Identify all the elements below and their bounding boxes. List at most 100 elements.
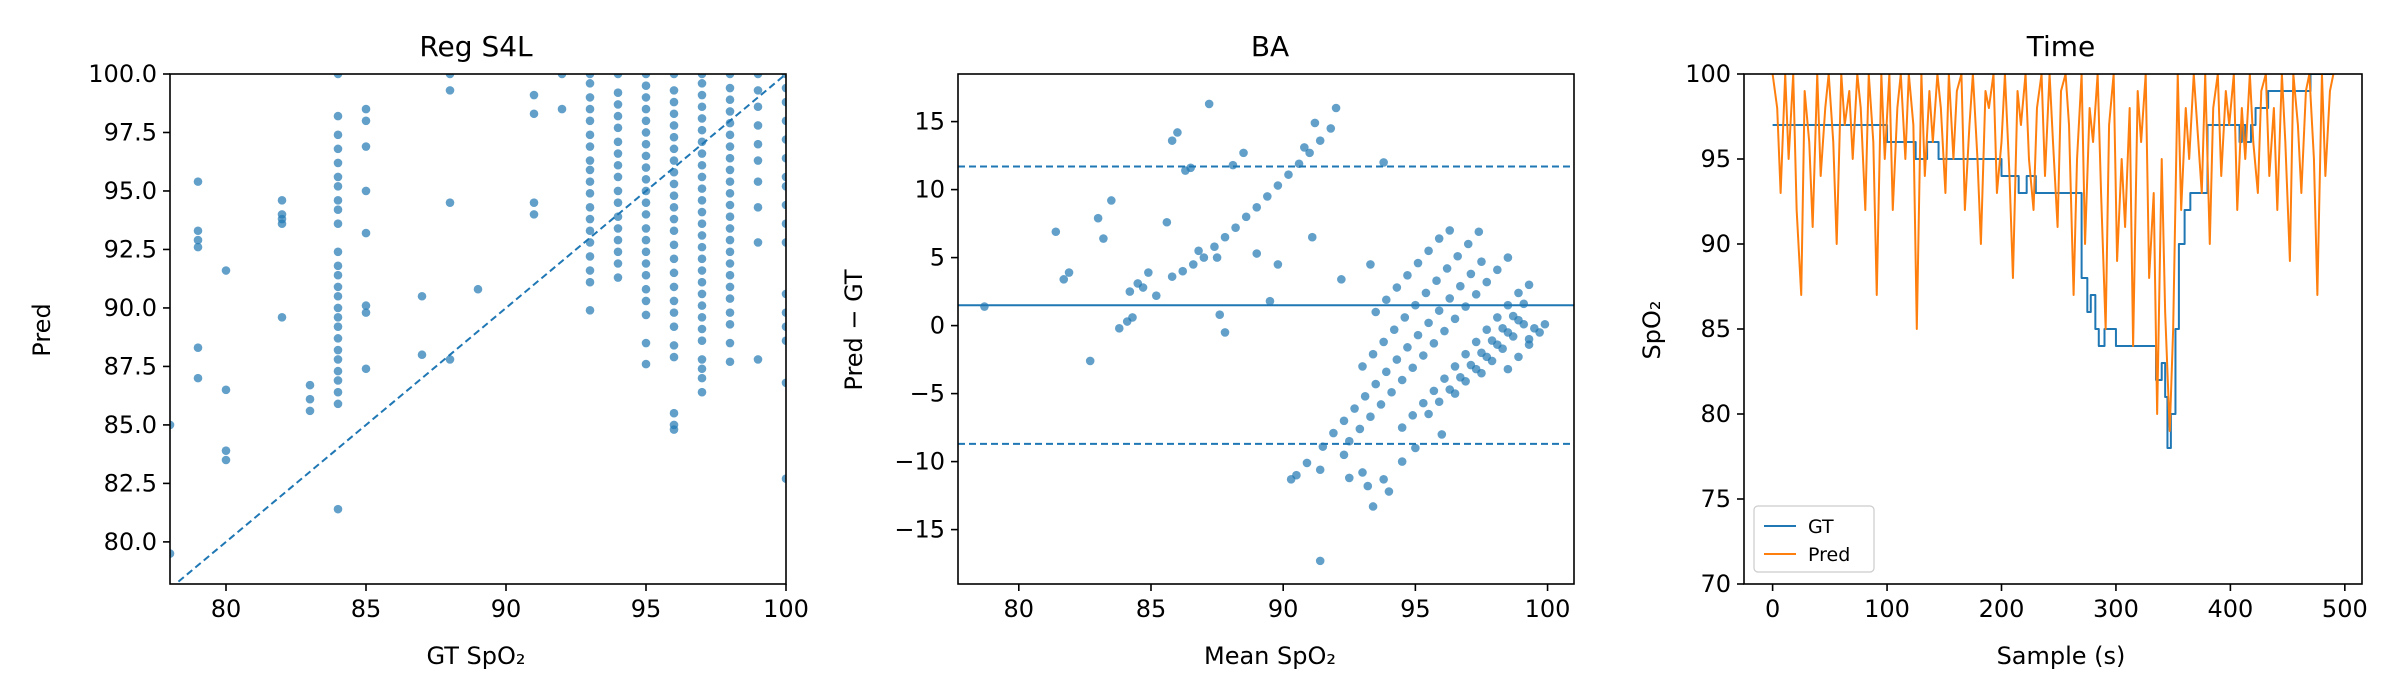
data-point	[725, 153, 735, 163]
data-point	[1128, 313, 1137, 322]
data-point	[1477, 368, 1486, 378]
data-point	[669, 308, 679, 317]
data-point	[1477, 257, 1486, 266]
data-point	[1397, 375, 1407, 385]
data-point	[669, 97, 679, 107]
data-point	[1099, 234, 1108, 243]
data-point	[1456, 281, 1465, 291]
data-point	[221, 385, 231, 395]
data-point	[1445, 226, 1455, 235]
data-point	[1273, 181, 1283, 190]
data-point	[753, 74, 763, 79]
data-point	[641, 163, 651, 172]
data-point	[725, 357, 735, 367]
data-point	[781, 336, 786, 345]
data-point	[1411, 443, 1420, 453]
y-tick-label: 92.5	[104, 235, 157, 263]
data-point	[669, 254, 679, 264]
data-point	[1503, 253, 1513, 262]
data-point	[641, 116, 651, 126]
data-point	[1434, 234, 1444, 243]
data-point	[1307, 232, 1317, 242]
bland-altman-panel: BA Mean SpO₂ Pred − GT 80 85 90 95 100−15−10…	[840, 30, 1575, 670]
data-point	[697, 242, 707, 252]
plot-area	[958, 99, 1574, 566]
data-point	[725, 177, 735, 186]
data-point	[1107, 196, 1116, 205]
data-point	[641, 128, 651, 137]
panel-title: BA	[1251, 30, 1289, 63]
y-tick-label: −5	[910, 380, 945, 408]
data-point	[1252, 202, 1262, 212]
data-point	[697, 125, 707, 135]
data-point	[1424, 318, 1433, 328]
data-point	[1194, 246, 1203, 256]
data-point	[1508, 332, 1518, 341]
y-tick-label: 87.5	[104, 352, 157, 380]
data-point	[170, 420, 175, 430]
data-point	[613, 259, 623, 268]
data-point	[1397, 423, 1407, 432]
data-point	[529, 90, 539, 100]
data-point	[333, 313, 343, 322]
data-point	[1503, 364, 1513, 374]
data-point	[613, 160, 623, 170]
y-tick-label: −15	[894, 516, 945, 544]
data-point	[669, 214, 679, 224]
legend-box	[1753, 505, 1875, 573]
data-point	[1337, 275, 1346, 284]
data-point	[1138, 283, 1148, 292]
data-point	[641, 296, 651, 306]
data-point	[1371, 307, 1381, 317]
data-point	[697, 219, 707, 229]
data-point	[669, 268, 679, 278]
scatter-panel-reg: Reg S4L GT SpO₂ Pred 80 85 90 95 100 80.0 82.5…	[28, 30, 809, 670]
data-point	[613, 212, 623, 222]
data-point	[221, 266, 231, 275]
data-point	[417, 350, 427, 360]
data-point	[361, 364, 371, 374]
data-point	[641, 210, 651, 219]
data-point	[529, 198, 539, 207]
data-point	[641, 151, 651, 161]
data-point	[669, 203, 679, 212]
data-point	[697, 313, 707, 322]
x-tick-label: 400	[2207, 595, 2253, 623]
data-point	[781, 219, 786, 229]
y-tick-label: 100.0	[88, 60, 157, 88]
data-point	[1188, 260, 1198, 269]
data-point	[697, 373, 707, 383]
data-point	[1265, 296, 1275, 306]
data-point	[613, 186, 623, 196]
data-point	[753, 355, 763, 364]
y-tick-label: 82.5	[104, 469, 157, 497]
axes-frame	[1743, 73, 2363, 585]
y-tick-label: 90.0	[104, 294, 157, 322]
identity-line	[174, 74, 786, 584]
data-point	[473, 284, 483, 294]
data-point	[1241, 212, 1251, 222]
data-point	[669, 352, 679, 362]
data-point	[669, 341, 679, 350]
legend-pred-label: Pred	[1808, 544, 1850, 566]
data-point	[781, 74, 786, 79]
data-point	[1199, 253, 1209, 262]
data-point	[445, 198, 455, 207]
data-point	[697, 387, 707, 397]
data-point	[585, 104, 595, 114]
data-point	[221, 455, 231, 465]
y-tick-label: 5	[930, 244, 945, 272]
data-point	[445, 74, 455, 79]
data-point	[697, 254, 707, 264]
data-point	[613, 224, 623, 233]
data-point	[1186, 163, 1195, 173]
data-point	[697, 184, 707, 193]
data-point	[333, 74, 343, 79]
data-point	[697, 355, 707, 364]
data-point	[333, 387, 343, 397]
data-point	[1440, 326, 1449, 336]
data-point	[669, 121, 679, 130]
data-point	[641, 174, 651, 184]
axes-frame	[169, 73, 787, 585]
data-point	[585, 116, 595, 126]
